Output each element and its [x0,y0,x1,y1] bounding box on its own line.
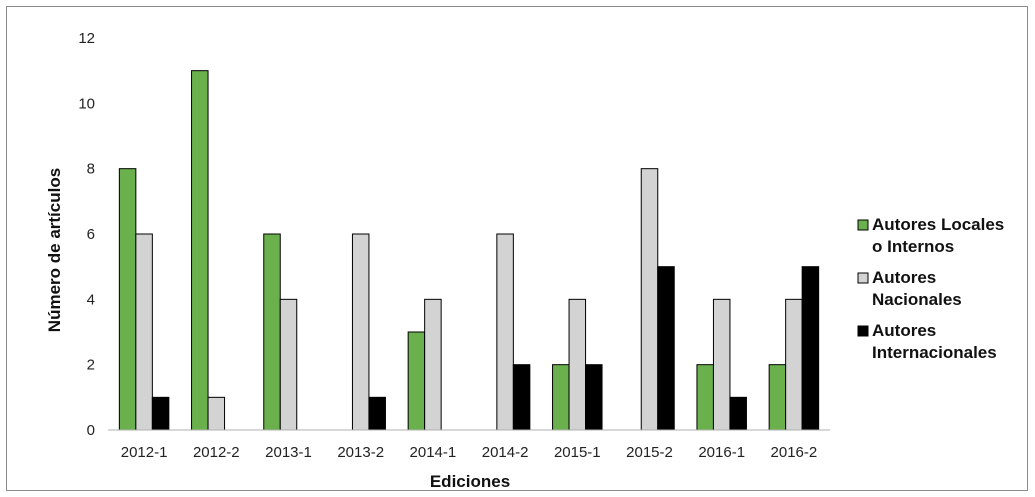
bar [696,364,714,431]
bar [118,168,137,431]
bar [657,266,675,431]
bar [351,233,370,431]
legend-swatch [857,272,869,284]
bar [424,298,442,431]
bar [801,266,820,431]
bar [512,364,531,431]
x-axis-title: Ediciones [430,472,510,491]
x-tick-label: 2012-2 [193,444,240,461]
y-tick-label: 10 [78,95,95,112]
y-tick-label: 12 [78,30,95,47]
bar [135,233,153,431]
x-tick-label: 2015-2 [626,444,673,461]
y-tick-label: 0 [87,422,95,439]
legend-label: Internacionales [872,343,997,362]
x-tick-label: 2015-1 [554,444,601,461]
bar [768,364,787,431]
y-axis-title: Número de artículos [45,168,64,332]
bar [729,396,747,431]
y-tick-label: 8 [87,161,95,178]
bar [279,298,298,431]
bar [585,364,603,431]
legend-swatch [857,219,869,231]
y-tick-label: 4 [87,291,95,308]
bar [368,396,386,431]
x-tick-label: 2013-2 [337,444,384,461]
bar [496,233,514,431]
x-tick-label: 2016-2 [771,444,818,461]
x-tick-label: 2016-1 [698,444,745,461]
bar [207,396,226,431]
x-axis-ticks: 2012-1 2012-2 2013-1 2013-2 2014-1 2014-2 2015… [121,444,818,461]
bar [552,364,570,431]
x-tick-label: 2012-1 [121,444,168,461]
legend-label: Nacionales [872,290,962,309]
bar [568,298,587,431]
legend: Autores Locales o Internos Autores Nacional… [857,215,1004,362]
x-tick-label: 2014-2 [482,444,529,461]
x-tick-label: 2014-1 [410,444,457,461]
x-tick-label: 2013-1 [265,444,312,461]
bar [640,168,659,431]
legend-label: o Internos [872,237,954,256]
bar [407,331,426,431]
y-tick-label: 6 [87,226,95,243]
bar [263,233,281,431]
bar [191,70,209,431]
bar [151,396,170,431]
legend-label: Autores [872,321,936,340]
legend-label: Autores Locales [872,215,1004,234]
bar [785,298,803,431]
bars [118,70,820,431]
y-axis-ticks: 0 2 4 6 8 10 12 [78,30,95,439]
bar [712,298,731,431]
legend-label: Autores [872,268,936,287]
legend-swatch [857,325,869,337]
y-tick-label: 2 [87,357,95,374]
